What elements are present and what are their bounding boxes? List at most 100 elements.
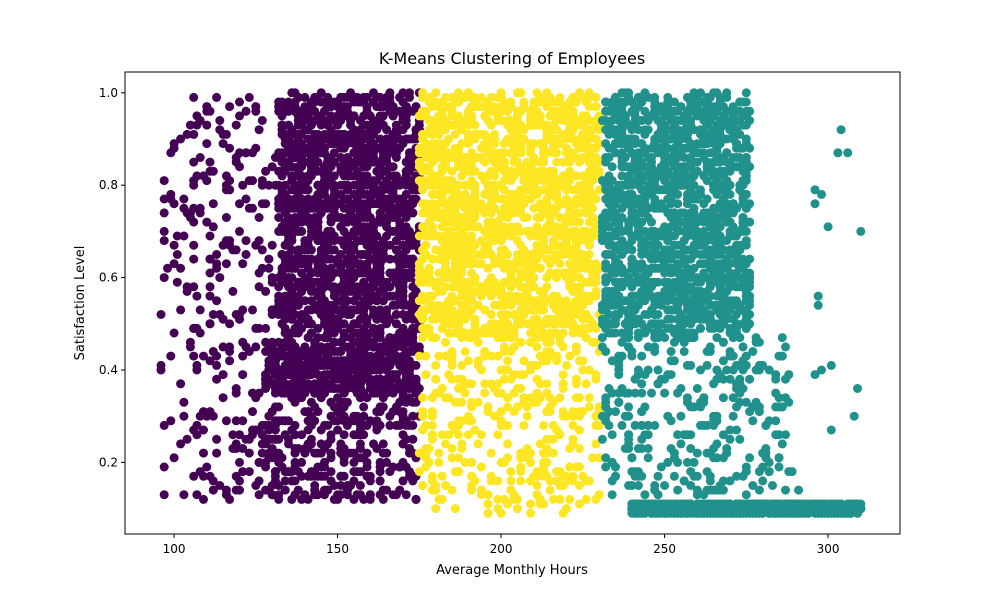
data-point bbox=[444, 217, 454, 227]
data-point bbox=[441, 337, 450, 347]
data-point bbox=[558, 384, 568, 393]
data-point bbox=[562, 180, 571, 190]
data-point bbox=[277, 347, 287, 356]
data-point bbox=[284, 240, 293, 250]
data-point bbox=[352, 148, 362, 158]
data-point bbox=[581, 236, 591, 246]
data-point bbox=[496, 328, 506, 338]
data-point bbox=[597, 333, 607, 343]
data-point bbox=[352, 180, 362, 190]
data-point bbox=[359, 402, 369, 412]
data-point bbox=[264, 434, 274, 444]
data-point bbox=[378, 111, 388, 121]
data-point bbox=[522, 226, 532, 236]
data-point bbox=[473, 397, 483, 407]
data-point bbox=[405, 162, 414, 172]
data-point bbox=[519, 356, 529, 366]
data-point bbox=[277, 462, 287, 472]
data-point bbox=[532, 106, 542, 116]
data-point bbox=[548, 236, 558, 246]
data-point bbox=[493, 162, 503, 172]
data-point bbox=[205, 291, 215, 301]
data-point bbox=[375, 92, 385, 102]
data-point bbox=[414, 467, 424, 477]
data-point bbox=[333, 360, 343, 370]
data-point bbox=[584, 393, 594, 403]
data-point bbox=[562, 217, 571, 227]
data-point bbox=[261, 166, 271, 176]
data-point bbox=[512, 384, 522, 393]
data-point bbox=[235, 226, 244, 236]
data-point bbox=[159, 194, 169, 204]
data-point bbox=[362, 153, 372, 162]
data-point bbox=[545, 337, 555, 347]
data-point bbox=[352, 388, 362, 398]
data-point bbox=[208, 310, 218, 319]
data-point bbox=[388, 139, 398, 149]
data-point bbox=[267, 240, 277, 250]
data-point bbox=[591, 273, 601, 283]
data-point bbox=[339, 384, 349, 393]
data-point bbox=[486, 222, 496, 232]
data-point bbox=[562, 360, 571, 370]
data-point bbox=[486, 379, 496, 389]
data-point bbox=[480, 323, 490, 333]
data-point bbox=[205, 231, 215, 241]
data-point bbox=[575, 393, 584, 403]
data-point bbox=[588, 143, 598, 153]
data-point bbox=[454, 162, 463, 172]
data-point bbox=[450, 296, 460, 306]
data-point bbox=[378, 254, 388, 264]
data-point bbox=[355, 222, 365, 232]
data-point bbox=[244, 448, 254, 458]
data-point bbox=[290, 347, 300, 356]
data-point bbox=[591, 286, 601, 296]
data-point bbox=[503, 499, 513, 509]
data-point bbox=[398, 116, 408, 125]
data-point bbox=[346, 171, 356, 181]
data-point bbox=[535, 245, 545, 255]
data-point bbox=[581, 208, 591, 218]
data-point bbox=[293, 250, 303, 259]
data-point bbox=[355, 439, 365, 449]
data-point bbox=[342, 259, 352, 269]
data-point bbox=[434, 153, 444, 162]
data-point bbox=[313, 222, 323, 232]
data-point bbox=[529, 171, 539, 181]
data-point bbox=[264, 425, 274, 435]
data-point bbox=[506, 116, 516, 125]
data-point bbox=[565, 171, 575, 181]
data-point bbox=[418, 393, 428, 403]
data-point bbox=[267, 490, 277, 500]
data-point bbox=[427, 434, 437, 444]
data-point bbox=[215, 125, 225, 135]
data-point bbox=[571, 254, 581, 264]
data-point bbox=[450, 129, 460, 139]
data-point bbox=[581, 139, 591, 149]
data-point bbox=[568, 323, 578, 333]
data-point bbox=[326, 434, 336, 444]
data-point bbox=[231, 120, 241, 130]
data-point bbox=[378, 314, 388, 324]
data-point bbox=[231, 388, 241, 398]
data-point bbox=[421, 370, 431, 380]
data-point bbox=[202, 462, 212, 472]
data-point bbox=[251, 342, 261, 352]
data-point bbox=[293, 134, 303, 144]
data-point bbox=[467, 157, 477, 167]
data-point bbox=[444, 176, 454, 186]
data-point bbox=[545, 485, 555, 495]
data-point bbox=[391, 153, 401, 162]
data-point bbox=[542, 222, 552, 232]
data-point bbox=[457, 439, 467, 449]
data-point bbox=[378, 153, 388, 162]
data-point bbox=[241, 148, 251, 158]
data-point bbox=[741, 88, 751, 98]
data-point bbox=[290, 171, 300, 181]
data-point bbox=[483, 180, 493, 190]
data-point bbox=[169, 199, 179, 209]
data-point bbox=[372, 328, 382, 338]
data-point bbox=[326, 176, 336, 186]
data-point bbox=[562, 273, 571, 283]
data-point bbox=[385, 467, 395, 477]
